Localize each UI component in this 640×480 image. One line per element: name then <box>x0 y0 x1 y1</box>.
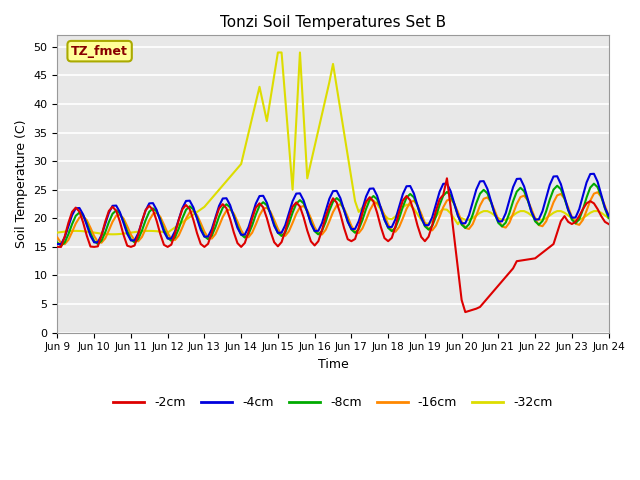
Legend: -2cm, -4cm, -8cm, -16cm, -32cm: -2cm, -4cm, -8cm, -16cm, -32cm <box>108 391 558 414</box>
Title: Tonzi Soil Temperatures Set B: Tonzi Soil Temperatures Set B <box>220 15 446 30</box>
Y-axis label: Soil Temperature (C): Soil Temperature (C) <box>15 120 28 248</box>
Text: TZ_fmet: TZ_fmet <box>71 45 128 58</box>
X-axis label: Time: Time <box>317 358 348 371</box>
